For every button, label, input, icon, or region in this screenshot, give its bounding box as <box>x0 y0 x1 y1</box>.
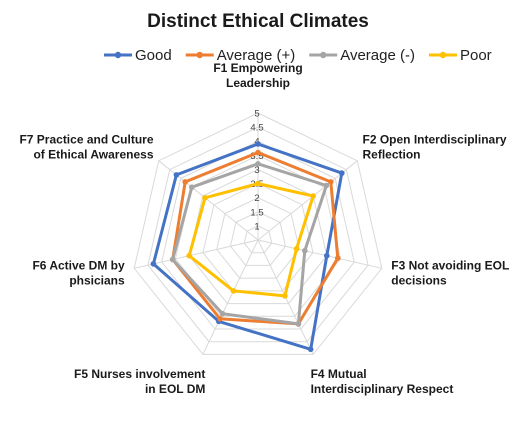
data-point <box>202 195 208 201</box>
category-label: F1 Empowering Leadership <box>213 61 302 90</box>
data-point <box>255 180 261 187</box>
data-point <box>219 310 226 317</box>
data-point <box>328 179 334 185</box>
series-average <box>169 161 330 327</box>
series-line <box>151 142 344 351</box>
series-line <box>171 151 340 326</box>
data-point <box>310 193 317 199</box>
category-label-line: in EOL DM <box>145 382 205 396</box>
data-point <box>189 184 195 190</box>
category-label-line: decisions <box>391 274 447 288</box>
category-label: F6 Active DM by phsicians <box>32 259 125 288</box>
grid-ring <box>188 168 328 305</box>
category-label-line: F4 Mutual <box>311 367 367 381</box>
data-point <box>293 246 300 252</box>
tick-label: 3.5 <box>250 151 263 162</box>
grid-ring <box>243 225 273 254</box>
grid-spoke <box>257 239 382 269</box>
grid-ring <box>147 126 369 343</box>
legend-label: Good <box>135 47 172 64</box>
category-label: F5 Nurses involvement in EOL DM <box>74 367 205 396</box>
data-point <box>307 346 314 353</box>
tick-label: 3 <box>254 165 259 176</box>
category-label-line: F1 Empowering <box>213 61 302 75</box>
data-point <box>217 316 223 322</box>
data-point <box>323 182 330 189</box>
data-point <box>335 255 341 261</box>
category-label: F2 Open Interdisciplinary Reflection <box>363 133 507 162</box>
category-label-line: Reflection <box>363 148 421 162</box>
grid-ring <box>133 112 383 355</box>
series-layer <box>150 141 345 353</box>
category-label-line: phsicians <box>69 274 125 288</box>
category-label: F4 Mutual Interdisciplinary Respect <box>311 367 454 396</box>
category-label: F7 Practice and Culture of Ethical Awaren… <box>19 133 153 162</box>
grid-ring <box>202 183 314 292</box>
legend-label: Average (-) <box>340 47 415 64</box>
data-point <box>186 252 192 259</box>
data-point <box>302 247 308 254</box>
legend-item: Good <box>104 47 172 64</box>
legend-swatch-marker <box>439 51 447 59</box>
legend-item: Average (-) <box>309 47 415 64</box>
data-point <box>173 172 180 178</box>
chart-title: Distinct Ethical Climates <box>147 11 369 32</box>
series-line <box>171 162 328 326</box>
data-point <box>150 261 157 267</box>
data-point <box>169 256 176 263</box>
category-label-line: Leadership <box>226 76 290 90</box>
tick-label: 1 <box>254 221 259 232</box>
tick-label: 5 <box>254 109 259 120</box>
grid-spoke <box>202 239 259 355</box>
category-label-line: of Ethical Awareness <box>33 148 153 162</box>
category-label-line: F2 Open Interdisciplinary <box>363 133 507 147</box>
category-label-line: Interdisciplinary Respect <box>311 382 454 396</box>
grid-ring <box>216 197 300 279</box>
category-label-line: F5 Nurses involvement <box>74 367 205 381</box>
category-label-line: F6 Active DM by <box>32 259 125 273</box>
series-good <box>150 141 345 353</box>
grid-ring <box>229 211 287 266</box>
data-point <box>255 149 261 156</box>
data-point <box>324 252 330 259</box>
data-point <box>230 288 237 294</box>
series-poor <box>186 180 317 299</box>
series-line <box>187 182 315 298</box>
legend: Good Average (+) Average (-) Poor <box>104 47 492 64</box>
legend-label: Average (+) <box>217 47 296 64</box>
data-point <box>282 293 288 299</box>
data-point <box>255 141 261 147</box>
category-label-line: F3 Not avoiding EOL <box>391 259 509 273</box>
radial-tick-labels: 11.522.533.544.55 <box>250 109 263 233</box>
tick-label: 1.5 <box>250 207 263 218</box>
category-label: F3 Not avoiding EOL decisions <box>391 259 509 288</box>
legend-item: Average (+) <box>185 47 296 64</box>
legend-item: Poor <box>428 47 492 64</box>
tick-label: 4.5 <box>250 123 263 134</box>
legend-swatch-marker <box>320 51 327 59</box>
tick-label: 2 <box>254 193 259 204</box>
data-point <box>339 170 345 176</box>
data-point <box>182 179 188 185</box>
category-label-line: F7 Practice and Culture <box>19 133 153 147</box>
legend-swatch-marker <box>114 51 122 59</box>
legend-label: Poor <box>460 47 492 64</box>
category-labels: F1 Empowering Leadership F2 Open Interdisc… <box>19 61 509 396</box>
data-point <box>295 321 302 327</box>
legend-swatch-marker <box>196 51 203 59</box>
data-point <box>255 161 261 167</box>
